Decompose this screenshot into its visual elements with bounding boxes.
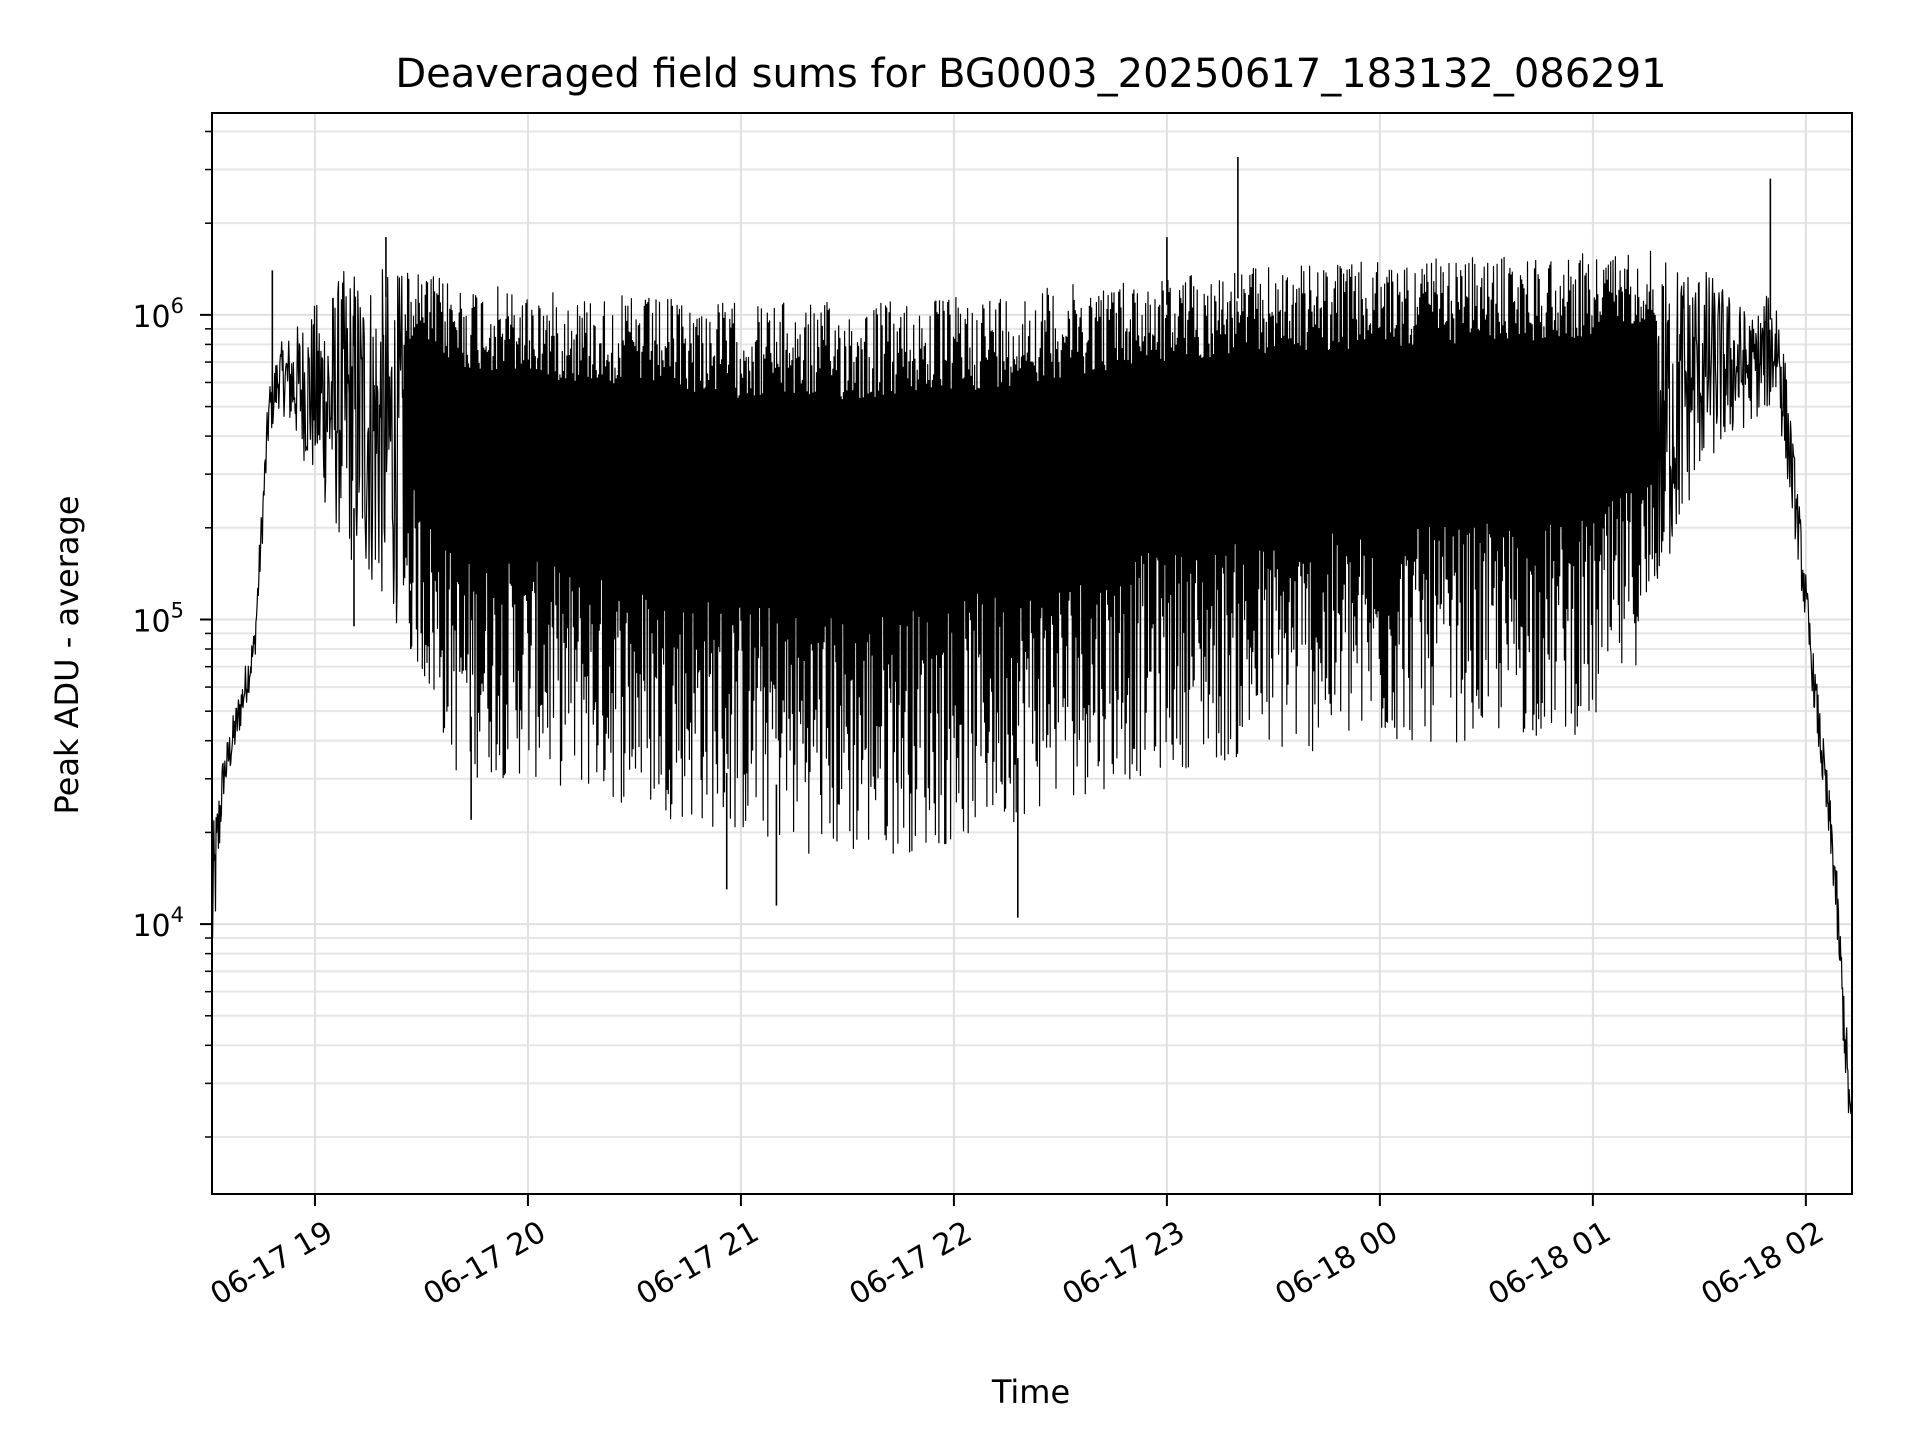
plot-frame <box>211 112 1853 1195</box>
y-tick-label: 105 <box>132 598 184 639</box>
x-axis-title: Time <box>991 1373 1070 1411</box>
y-axis-title: Peak ADU - average <box>48 496 86 815</box>
data-spikes <box>271 156 1772 918</box>
y-tick-label: 104 <box>132 903 184 944</box>
chart-title: Deaveraged field sums for BG0003_2025061… <box>395 51 1666 97</box>
y-axis-ticks: 104 105 106 <box>132 130 212 1138</box>
data-series-line <box>211 250 1853 1139</box>
y-tick-label: 106 <box>132 294 184 335</box>
